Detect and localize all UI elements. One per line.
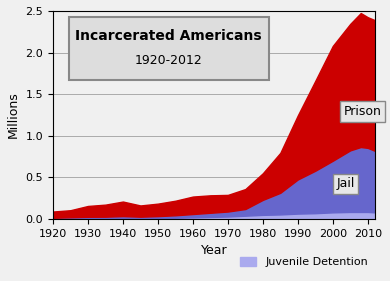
Text: Jail: Jail [336,177,355,191]
FancyBboxPatch shape [69,17,269,80]
Text: Prison: Prison [343,105,381,118]
Text: Incarcerated Americans: Incarcerated Americans [76,29,262,43]
Text: 1920-2012: 1920-2012 [135,54,203,67]
Legend: Juvenile Detention: Juvenile Detention [235,252,372,272]
X-axis label: Year: Year [200,244,227,257]
Y-axis label: Millions: Millions [7,92,20,138]
